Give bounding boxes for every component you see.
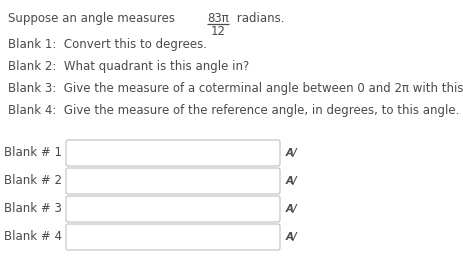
FancyBboxPatch shape: [66, 140, 279, 166]
Text: Blank # 3: Blank # 3: [4, 203, 62, 216]
Text: A/: A/: [285, 232, 297, 242]
Text: A/: A/: [285, 148, 297, 158]
Text: Blank # 4: Blank # 4: [4, 230, 62, 244]
FancyBboxPatch shape: [66, 224, 279, 250]
Text: Blank # 2: Blank # 2: [4, 175, 62, 187]
Text: Blank 2:  What quadrant is this angle in?: Blank 2: What quadrant is this angle in?: [8, 60, 249, 73]
Text: Suppose an angle measures: Suppose an angle measures: [8, 12, 175, 25]
Text: Blank 1:  Convert this to degrees.: Blank 1: Convert this to degrees.: [8, 38, 206, 51]
Text: Blank 4:  Give the measure of the reference angle, in degrees, to this angle.: Blank 4: Give the measure of the referen…: [8, 104, 458, 117]
Text: 83π: 83π: [206, 12, 228, 25]
FancyBboxPatch shape: [66, 168, 279, 194]
Text: Blank # 1: Blank # 1: [4, 146, 62, 159]
Text: radians.: radians.: [232, 13, 284, 26]
FancyBboxPatch shape: [66, 196, 279, 222]
Text: Blank 3:  Give the measure of a coterminal angle between 0 and 2π with this angl: Blank 3: Give the measure of a cotermina…: [8, 82, 463, 95]
Text: A/: A/: [285, 204, 297, 214]
Text: 12: 12: [210, 25, 225, 38]
Text: A/: A/: [285, 176, 297, 186]
